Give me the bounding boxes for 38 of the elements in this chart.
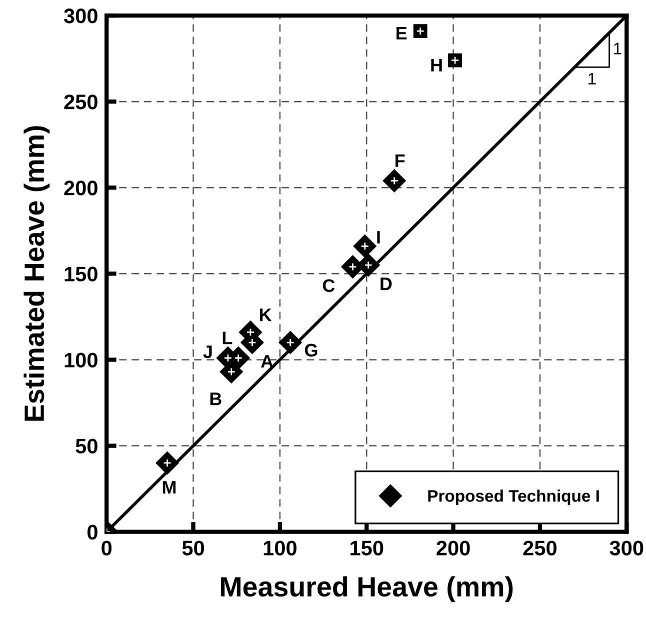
annotation: L: [222, 332, 232, 344]
annotation: 1: [614, 42, 622, 54]
annotation: 1: [588, 72, 596, 84]
x-tick-label: 100: [264, 540, 296, 556]
x-tick-label: 250: [523, 540, 556, 556]
y-tick-label: 300: [64, 8, 98, 24]
annotation: E: [396, 26, 407, 40]
y-tick-label: 50: [76, 438, 98, 454]
annotation: B: [210, 392, 222, 406]
annotation: M: [162, 481, 176, 494]
annotation: H: [431, 58, 442, 72]
point: [448, 53, 462, 68]
x-axis-title: Measured Heave (mm): [221, 576, 513, 602]
x-tick-label: 200: [436, 540, 470, 556]
point: [382, 169, 406, 192]
annotation: K: [260, 308, 272, 322]
point: [156, 451, 179, 474]
point: [278, 331, 302, 354]
x-tick-label: 0: [102, 540, 112, 556]
y-tick-label: 200: [64, 180, 98, 196]
x-tick-label: 50: [182, 540, 204, 556]
y-tick-label: 150: [64, 266, 98, 282]
y-axis-title: Estimated Heave (mm): [24, 126, 50, 421]
annotation: D: [380, 278, 392, 290]
annotation: G: [304, 344, 318, 357]
x-tick-label: 300: [610, 540, 644, 556]
y-tick-label: 250: [64, 94, 98, 110]
point: [353, 234, 376, 258]
annotation: F: [396, 154, 405, 167]
annotation: C: [322, 279, 335, 292]
y-tick-label: 0: [87, 524, 98, 540]
annotation: J: [203, 346, 212, 358]
legend-label: Proposed Technique I: [428, 490, 599, 506]
x-tick-label: 150: [350, 540, 384, 556]
y-tick-label: 100: [64, 352, 98, 368]
annotation: A: [260, 355, 274, 368]
annotation: I: [377, 230, 380, 244]
point: [413, 24, 428, 38]
